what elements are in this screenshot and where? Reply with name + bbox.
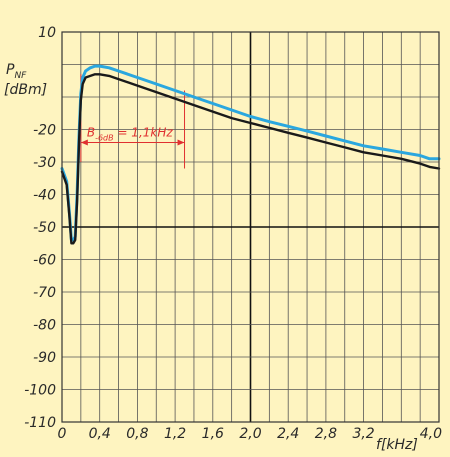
y-tick-label: -60 <box>33 253 56 269</box>
y-tick-label: -70 <box>33 285 56 301</box>
x-tick-label: 1,6 <box>202 426 224 442</box>
annotation-label: B-6dB = 1,1kHz <box>87 126 174 143</box>
annotation-label-base: B <box>87 126 95 140</box>
y-tick-label: -30 <box>33 155 56 171</box>
series-line-1 <box>60 73 441 245</box>
x-tick-label: 0,4 <box>89 426 111 442</box>
plot-frame <box>61 31 440 423</box>
y-axis-label-base: P <box>6 62 15 78</box>
y-axis-label: PNF <box>6 62 27 81</box>
annotation-label-sub: -6dB <box>95 134 114 143</box>
x-tick-label: 4,0 <box>420 426 442 442</box>
x-tick-label: 0,8 <box>126 426 148 442</box>
y-tick-label: -110 <box>24 415 56 431</box>
x-tick-label: 1,2 <box>164 426 186 442</box>
x-axis-label-base: f <box>376 437 383 453</box>
y-tick-label: -20 <box>33 123 56 139</box>
y-tick-label: -100 <box>24 383 56 399</box>
y-tick-label: -80 <box>33 318 56 334</box>
y-tick-label: -40 <box>33 188 56 204</box>
series-group <box>60 64 441 245</box>
annotation-arrow-right <box>177 139 185 146</box>
x-tick-label: 2,8 <box>315 426 337 442</box>
annotation-label-text: = 1,1kHz <box>114 126 174 140</box>
y-axis-unit: [dBm] <box>4 82 47 98</box>
y-tick-label: -90 <box>33 350 56 366</box>
x-tick-label: 2,0 <box>239 426 261 442</box>
x-tick-label: 2,4 <box>277 426 299 442</box>
x-axis-label-unit: [kHz] <box>381 437 418 453</box>
x-tick-label: 3,2 <box>352 426 374 442</box>
y-tick-label: 10 <box>38 25 56 41</box>
y-tick-label: -50 <box>33 220 56 236</box>
grid <box>62 32 439 422</box>
x-axis-label: f[kHz] <box>376 437 418 453</box>
annotation-arrow-left <box>80 139 88 146</box>
x-tick-label: 0 <box>58 426 67 442</box>
y-axis-label-sub: NF <box>14 71 27 81</box>
